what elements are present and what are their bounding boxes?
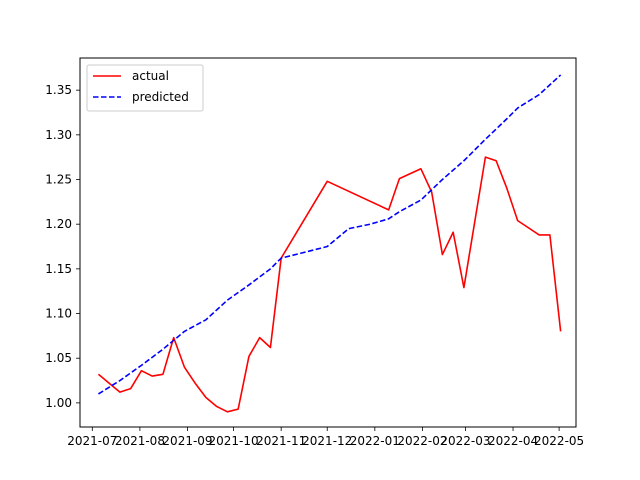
y-tick-label: 1.10 [45,307,72,321]
series-line-actual [97,156,562,413]
y-tick-label: 1.30 [45,128,72,142]
x-tick-label: 2021-09 [162,434,212,448]
legend-label-actual: actual [132,69,169,83]
y-tick-label: 1.25 [45,173,72,187]
legend: actual predicted [86,64,204,112]
x-tick-label: 2021-12 [302,434,352,448]
x-tick-label: 2022-03 [440,434,490,448]
y-tick-label: 1.15 [45,262,72,276]
x-tick-label: 2021-11 [256,434,306,448]
x-tick-label: 2021-08 [115,434,165,448]
legend-label-predicted: predicted [132,90,189,104]
y-tick-label: 1.05 [45,351,72,365]
y-axis: 1.00 1.05 1.10 1.15 1.20 1.25 1.30 1.35 [45,83,80,410]
y-tick-label: 1.20 [45,217,72,231]
y-tick-label: 1.00 [45,396,72,410]
x-tick-label: 2022-04 [488,434,538,448]
x-tick-label: 2021-07 [67,434,117,448]
x-tick-label: 2021-10 [208,434,258,448]
plot-frame [79,57,577,428]
x-tick-label: 2022-05 [534,434,584,448]
x-tick-label: 2022-01 [350,434,400,448]
x-tick-label: 2022-02 [397,434,447,448]
y-tick-label: 1.35 [45,83,72,97]
x-axis: 2021-072021-082021-092021-102021-112021-… [67,427,584,448]
series-line-predicted [98,74,562,395]
